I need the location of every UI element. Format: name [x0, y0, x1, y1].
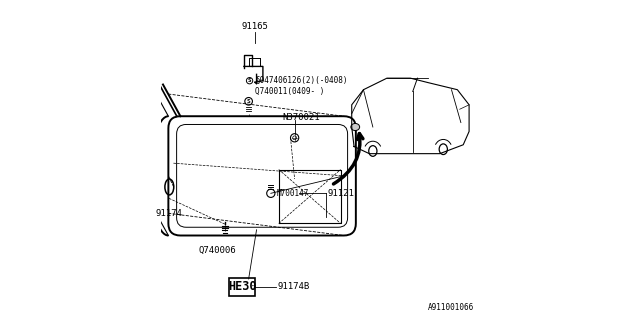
- Text: §047406126(2)(-0408): §047406126(2)(-0408): [255, 76, 348, 85]
- FancyArrowPatch shape: [333, 133, 363, 184]
- Text: HE30: HE30: [228, 280, 257, 293]
- Text: A911001066: A911001066: [428, 303, 474, 312]
- FancyBboxPatch shape: [229, 278, 255, 296]
- Ellipse shape: [351, 124, 360, 131]
- Text: Q740006: Q740006: [198, 246, 236, 255]
- Text: M700147: M700147: [276, 189, 309, 198]
- Text: S: S: [247, 99, 250, 104]
- Text: S: S: [248, 78, 252, 83]
- Text: N370021: N370021: [282, 113, 319, 122]
- Text: 91174: 91174: [156, 209, 183, 219]
- Text: 91174B: 91174B: [278, 282, 310, 292]
- Text: Q740011(0409- ): Q740011(0409- ): [255, 87, 324, 96]
- Text: 91121: 91121: [328, 189, 355, 198]
- Text: 91165: 91165: [241, 22, 268, 31]
